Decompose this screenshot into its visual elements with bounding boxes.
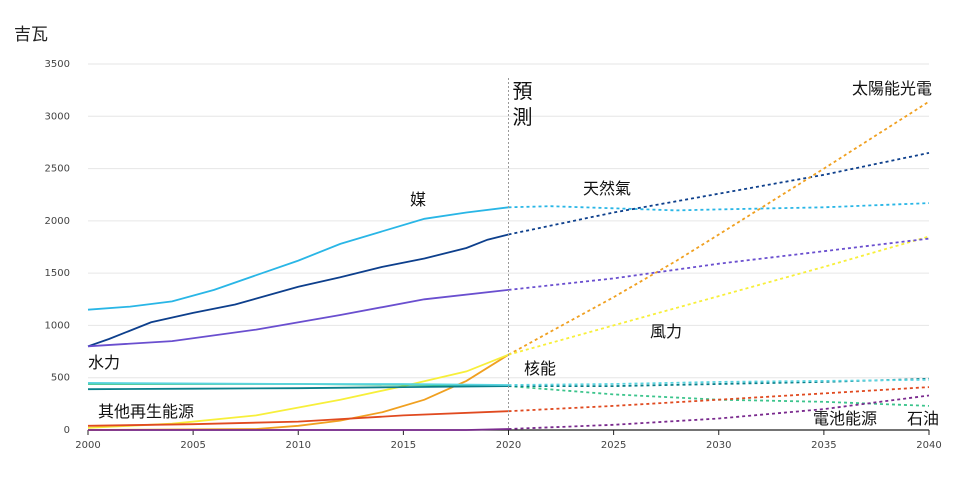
series-forecast-8 bbox=[508, 394, 930, 430]
x-tick-label: 2010 bbox=[286, 440, 311, 451]
y-tick-label: 3500 bbox=[45, 59, 70, 70]
series-line-9 bbox=[87, 382, 509, 386]
x-tick-label: 2020 bbox=[496, 440, 521, 451]
y-tick-label: 1000 bbox=[45, 320, 70, 331]
series-line-8 bbox=[88, 428, 509, 431]
y-tick-label: 2500 bbox=[45, 164, 70, 175]
x-tick-label: 2015 bbox=[391, 440, 416, 451]
x-tick-label: 2040 bbox=[916, 440, 941, 451]
series-line-4 bbox=[87, 289, 509, 348]
y-tick-label: 2000 bbox=[45, 216, 70, 227]
series-forecast-7 bbox=[508, 386, 930, 413]
series-forecast-3 bbox=[508, 235, 930, 356]
y-tick-label: 1500 bbox=[45, 268, 70, 279]
y-tick-label: 0 bbox=[64, 425, 70, 436]
x-tick-label: 2030 bbox=[706, 440, 731, 451]
series-forecast-9 bbox=[508, 378, 930, 386]
series-label-9: 石油 bbox=[907, 409, 939, 428]
series-forecast-1 bbox=[508, 152, 930, 236]
x-tick-label: 2035 bbox=[811, 440, 836, 451]
series-line-1 bbox=[87, 233, 509, 348]
series-forecast-2 bbox=[508, 100, 930, 356]
y-tick-label: 500 bbox=[51, 373, 70, 384]
series-label-2: 太陽能光電 bbox=[852, 79, 932, 98]
series-label-6: 核能 bbox=[524, 359, 556, 378]
series-label-1: 天然氣 bbox=[583, 179, 631, 198]
unit-label: 吉瓦 bbox=[14, 25, 48, 45]
series-line-0 bbox=[87, 206, 509, 311]
series-group bbox=[87, 100, 930, 431]
x-tick-label: 2025 bbox=[601, 440, 626, 451]
series-label-3: 風力 bbox=[650, 322, 682, 341]
series-line-7 bbox=[87, 410, 509, 427]
x-tick-label: 2000 bbox=[75, 440, 100, 451]
y-axis: 0 500 1000 1500 2000 2500 3000 3500 bbox=[45, 59, 70, 436]
series-forecast-5 bbox=[508, 385, 930, 407]
y-tick-label: 3000 bbox=[45, 111, 70, 122]
series-forecast-0 bbox=[508, 202, 930, 212]
series-label-8: 電池能源 bbox=[813, 409, 877, 428]
forecast-label: 預測 bbox=[513, 79, 533, 129]
x-axis: 2000 2005 2010 2015 2020 2025 2030 2035 2040 bbox=[75, 430, 942, 451]
gridlines bbox=[88, 63, 929, 431]
series-forecast-4 bbox=[508, 237, 930, 291]
series-label-0: 媒 bbox=[410, 190, 426, 209]
series-label-7: 其他再生能源 bbox=[98, 402, 194, 421]
series-label-5: 水力 bbox=[88, 353, 120, 372]
x-tick-label: 2005 bbox=[180, 440, 205, 451]
series-line-6 bbox=[87, 385, 509, 391]
